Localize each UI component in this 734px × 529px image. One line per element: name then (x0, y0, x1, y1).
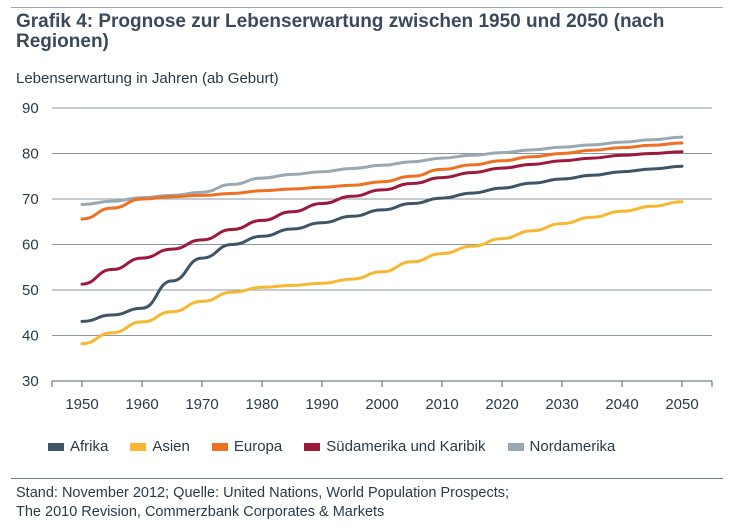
top-rule (11, 7, 723, 8)
line-chart: 30 40 50 60 70 80 90 1950 1960 1970 1980 1990 2000 20… (22, 100, 713, 413)
x-tick-label: 2000 (365, 396, 398, 413)
legend-swatch (211, 442, 228, 451)
legend-item: Europa (211, 438, 283, 455)
legend-label: Europa (233, 438, 283, 455)
series-line-europa (80, 141, 684, 221)
y-tick-label: 30 (22, 373, 39, 390)
chart-title: Grafik 4: Prognose zur Lebenserwartung z… (16, 11, 665, 52)
y-tick-label: 70 (22, 191, 39, 208)
y-axis-label: Lebenserwartung in Jahren (ab Geburt) (16, 70, 279, 87)
x-tick-label: 1980 (245, 396, 278, 413)
y-tick-label: 40 (22, 328, 39, 345)
y-tick-label: 60 (22, 237, 39, 254)
source-line-1: Stand: November 2012; Quelle: United Nat… (16, 485, 509, 501)
series-line-nordamerika (80, 135, 684, 206)
legend-item: Afrika (48, 438, 108, 455)
x-tick-label: 1970 (185, 396, 218, 413)
legend-swatch (130, 442, 147, 451)
x-tick-label: 1950 (65, 396, 98, 413)
source-line-2: The 2010 Revision, Commerzbank Corporate… (16, 504, 385, 520)
series-line-südamerika-und-karibik (80, 150, 684, 286)
legend-swatch (48, 442, 64, 451)
legend-item: Nordamerika (507, 438, 616, 455)
y-tick-label: 90 (22, 100, 39, 117)
legend-label: Südamerika und Karibik (326, 438, 486, 455)
legend-swatch (304, 442, 321, 451)
x-tick-label: 1990 (305, 396, 338, 413)
legend-label: Asien (152, 438, 190, 455)
y-tick-label: 80 (22, 146, 39, 163)
x-tick-label: 2040 (605, 396, 638, 413)
source-note: Stand: November 2012; Quelle: United Nat… (16, 484, 726, 522)
footer-rule (11, 478, 723, 479)
legend-label: Afrika (70, 438, 109, 455)
x-tick-label: 2010 (425, 396, 458, 413)
series-line-afrika (80, 164, 684, 323)
x-tick-label: 1960 (125, 396, 158, 413)
y-tick-label: 50 (22, 282, 39, 299)
legend-label: Nordamerika (529, 438, 616, 455)
series-line-asien (80, 200, 684, 346)
chart-legend: Afrika Asien Europa Südamerika und Karibik N… (48, 438, 637, 455)
legend-swatch (507, 442, 524, 451)
x-tick-label: 2030 (545, 396, 578, 413)
x-tick-label: 2050 (665, 396, 698, 413)
x-tick-label: 2020 (485, 396, 518, 413)
legend-item: Südamerika und Karibik (304, 438, 486, 455)
legend-item: Asien (130, 438, 190, 455)
